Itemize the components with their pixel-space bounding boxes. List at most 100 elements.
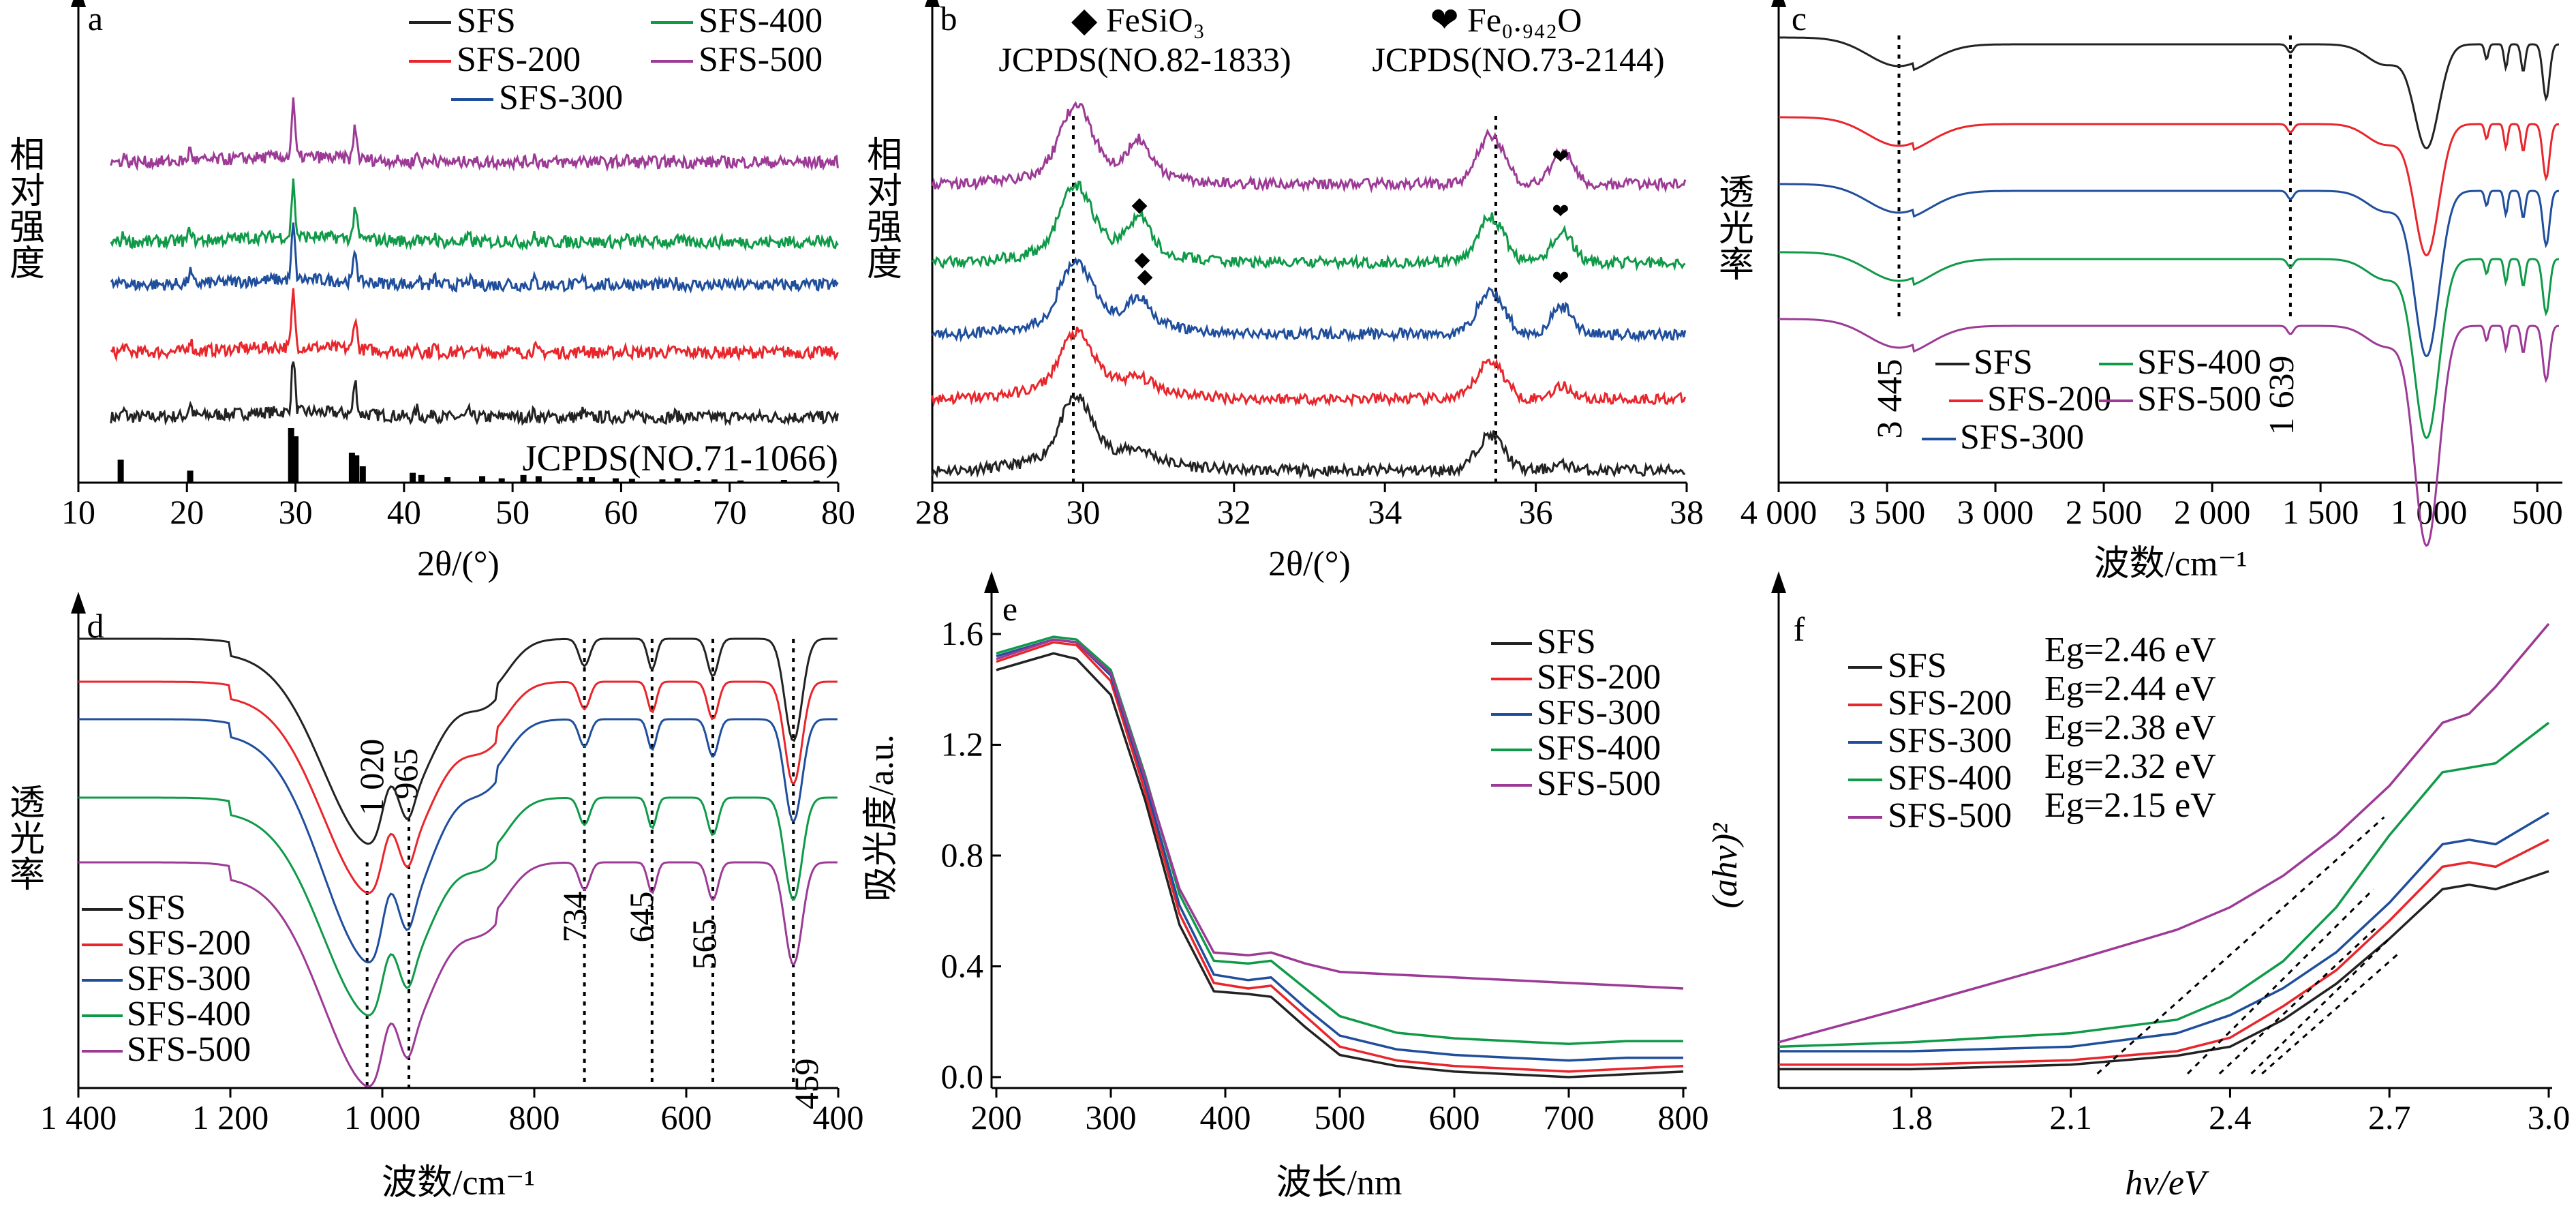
- y-axis-label-char: 光: [1719, 210, 1754, 249]
- x-tick-label: 400: [813, 1098, 864, 1136]
- x-tick-label: 30: [1066, 493, 1100, 531]
- band-label: 459: [787, 1059, 825, 1110]
- series-line-sfs: [110, 361, 839, 426]
- series-line-sfs-400: [1779, 251, 2560, 440]
- series-line-sfs-200: [110, 288, 839, 363]
- x-tick-label: 40: [387, 493, 421, 531]
- x-tick-label: 3 500: [1849, 493, 1926, 531]
- x-axis-label: 2θ/(°): [1268, 545, 1351, 584]
- reference-card: JCPDS(NO.82-1833): [998, 40, 1291, 78]
- fesio3-marker: ◆: [1134, 248, 1150, 271]
- legend-label: SFS-400: [699, 1, 823, 40]
- legend-label: SFS-300: [127, 959, 251, 998]
- y-tick-label: 1.6: [941, 614, 984, 652]
- x-axis-label: 波数/cm⁻¹: [2094, 545, 2247, 584]
- bandgap-label: Eg=2.32 eV: [2044, 747, 2216, 786]
- series-line-sfs-500: [1778, 622, 2550, 1044]
- series-line-sfs-300: [78, 718, 838, 964]
- panel-letter: a: [88, 0, 103, 37]
- series-line-sfs-400: [1778, 721, 2550, 1048]
- tauc-fit-line: [2261, 951, 2401, 1075]
- legend-label: SFS-500: [127, 1030, 251, 1069]
- panel-f: f(ahv)²1.8 2.1 2.4 2.7 3.0hv/eVSFSSFS-200SFS…: [1706, 571, 2570, 1203]
- x-tick-label: 36: [1519, 493, 1553, 531]
- x-tick-label: 1 200: [192, 1098, 269, 1136]
- tauc-fit-line: [2187, 888, 2374, 1075]
- series-line-sfs: [1779, 36, 2560, 150]
- y-axis-label-char: 率: [1719, 246, 1754, 285]
- panel-letter: f: [1794, 610, 1805, 648]
- band-label: 565: [685, 919, 723, 970]
- series-line-sfs-300: [1779, 811, 2549, 1053]
- series-line-sfs-300: [931, 256, 1687, 344]
- panel-letter: e: [1002, 590, 1017, 628]
- series-line-sfs-200: [1779, 839, 2549, 1066]
- series-line-sfs-500: [110, 97, 839, 172]
- legend-label: SFS-200: [1537, 658, 1661, 697]
- band-label: 1 639: [2263, 356, 2301, 436]
- x-tick-label: 2 000: [2174, 493, 2251, 531]
- series-line-sfs-300: [110, 222, 839, 294]
- y-tick-label: 1.2: [941, 725, 984, 764]
- x-tick-label: 1.8: [1890, 1098, 1933, 1136]
- x-tick-label: 1 000: [344, 1098, 421, 1136]
- series-line-sfs: [1779, 870, 2549, 1071]
- legend-label: SFS-200: [457, 40, 581, 79]
- x-tick-label: 200: [971, 1098, 1022, 1136]
- reference-label: JCPDS(NO.71-1066): [522, 438, 838, 479]
- y-axis-label-char: 强: [867, 209, 902, 247]
- y-tick-label: 0.0: [941, 1057, 984, 1096]
- x-tick-label: 500: [1315, 1098, 1366, 1136]
- y-axis-arrow: [925, 0, 940, 7]
- band-label: 645: [622, 892, 660, 943]
- legend-label: SFS-200: [127, 924, 251, 963]
- x-tick-label: 4 000: [1741, 493, 1818, 531]
- series-line-sfs: [996, 652, 1684, 1078]
- y-axis-label-char: 透: [10, 784, 45, 823]
- y-axis-label: 透光率: [10, 784, 45, 895]
- x-tick-label: 28: [915, 493, 949, 531]
- x-tick-label: 2.4: [2209, 1098, 2252, 1136]
- x-tick-label: 32: [1217, 493, 1251, 531]
- series-line-sfs-500: [1779, 318, 2560, 547]
- legend-label: SFS-200: [1888, 684, 2012, 723]
- y-axis-label-char: 光: [10, 820, 45, 859]
- y-axis-label: 吸光度/a.u.: [862, 734, 901, 902]
- tauc-fit-line: [2218, 924, 2380, 1075]
- x-tick-label: 38: [1670, 493, 1704, 531]
- reference-card: JCPDS(NO.73-2144): [1372, 40, 1664, 78]
- y-axis-label-char: 强: [10, 209, 45, 247]
- x-tick-label: 2 500: [2066, 493, 2143, 531]
- legend-label: SFS-300: [499, 78, 623, 117]
- x-tick-label: 700: [1544, 1098, 1595, 1136]
- y-axis-arrow: [1771, 0, 1786, 7]
- y-axis-label-char: 透: [1719, 174, 1754, 213]
- y-axis-label-char: 对: [867, 172, 902, 211]
- x-tick-label: 3 000: [1957, 493, 2034, 531]
- fesio3-marker: ◆: [1137, 265, 1152, 288]
- legend-label: SFS-500: [1537, 764, 1661, 803]
- series-line-sfs: [931, 393, 1685, 480]
- bandgap-label: Eg=2.44 eV: [2044, 669, 2216, 708]
- y-axis-label-char: 相: [10, 136, 45, 175]
- x-tick-label: 50: [495, 493, 530, 531]
- panel-letter: b: [940, 0, 957, 37]
- band-label: 734: [555, 892, 594, 943]
- panel-letter: c: [1792, 0, 1807, 37]
- y-axis-label: (ahv)²: [1706, 822, 1745, 909]
- legend-label: SFS: [1888, 646, 1947, 685]
- tauc-fit-line: [2250, 937, 2391, 1075]
- y-axis-arrow: [1771, 571, 1786, 593]
- legend-label: SFS-400: [1537, 729, 1661, 768]
- x-tick-label: 600: [1429, 1098, 1480, 1136]
- y-axis-label-char: 度: [867, 245, 902, 284]
- legend-label: SFS-500: [699, 40, 823, 79]
- x-tick-label: 1 000: [2391, 493, 2468, 531]
- series-line-sfs-400: [996, 635, 1683, 1046]
- legend-label: SFS: [1974, 343, 2033, 382]
- x-tick-label: 600: [661, 1098, 712, 1136]
- series-line-sfs-200: [78, 680, 838, 894]
- x-tick-label: 2.1: [2049, 1098, 2092, 1136]
